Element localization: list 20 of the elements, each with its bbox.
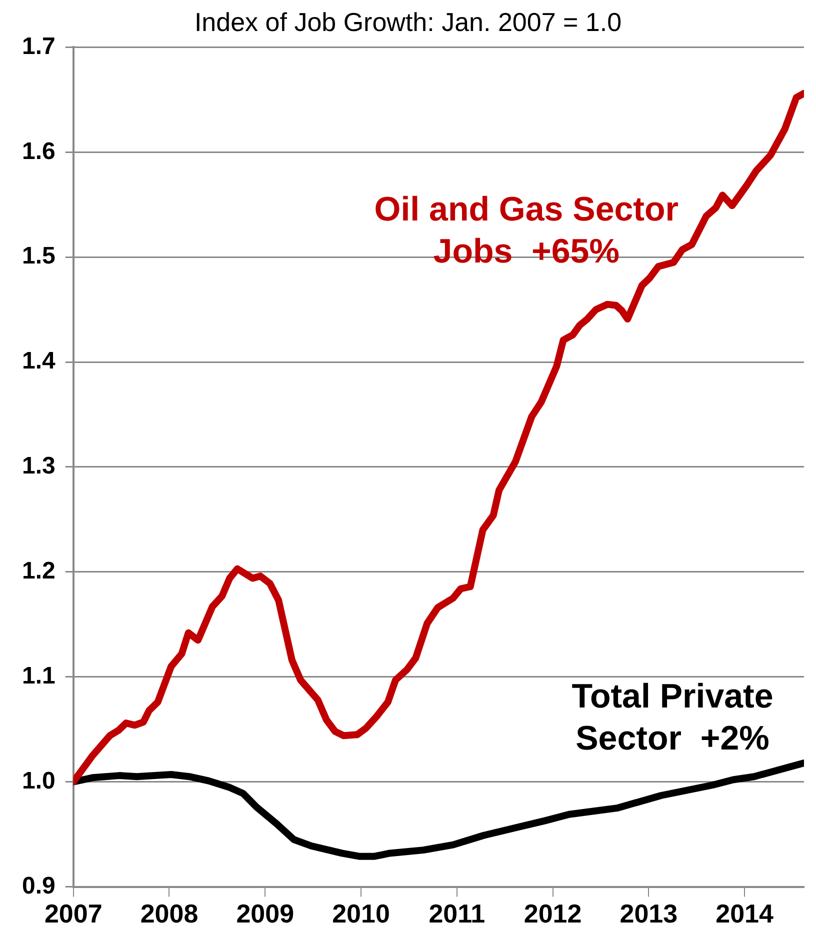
x-tick-label: 2013	[620, 898, 678, 929]
y-tick-label: 1.4	[22, 348, 56, 375]
x-tick-label: 2008	[140, 898, 198, 929]
x-tick-label: 2014	[716, 898, 774, 929]
y-tick-label: 1.2	[22, 558, 56, 585]
x-tick-label: 2011	[428, 898, 486, 929]
series-label: Total Private Sector +2%	[572, 677, 774, 758]
y-tick-label: 0.9	[22, 872, 56, 900]
x-tick-label: 2010	[332, 898, 390, 929]
series-label: Oil and Gas Sector Jobs +65%	[374, 190, 678, 270]
x-tick-label: 2012	[524, 898, 582, 929]
x-tick-label: 2007	[44, 898, 102, 929]
y-tick-label: 1.7	[22, 32, 56, 60]
x-tick-label: 2009	[236, 898, 294, 929]
y-tick-label: 1.6	[22, 138, 56, 165]
y-tick-label: 1.0	[22, 767, 56, 794]
chart-title: Index of Job Growth: Jan. 2007 = 1.0	[194, 6, 622, 37]
y-tick-label: 1.3	[22, 452, 56, 480]
y-tick-label: 1.5	[22, 242, 56, 270]
y-tick-label: 1.1	[22, 662, 56, 690]
